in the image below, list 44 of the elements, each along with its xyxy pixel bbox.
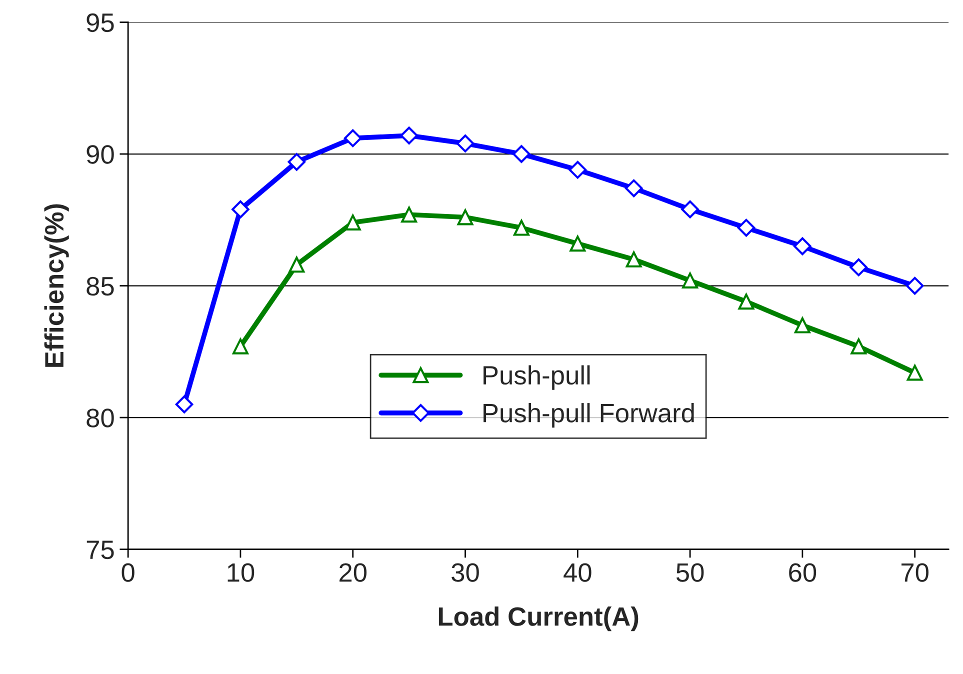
- y-tick-label: 95: [86, 13, 114, 32]
- x-tick-label: 50: [676, 563, 704, 582]
- point: [288, 256, 305, 273]
- legend-label: Push-pull Forward: [484, 403, 694, 428]
- point: [344, 129, 362, 148]
- point: [794, 317, 810, 334]
- point: [512, 145, 530, 163]
- y-tick-label: 90: [86, 145, 114, 164]
- point: [232, 200, 250, 218]
- point: [288, 153, 306, 171]
- point: [401, 206, 418, 223]
- point: [850, 258, 868, 276]
- point: [513, 220, 530, 236]
- x-tick-label: 0: [122, 563, 134, 582]
- y-tick-label: 85: [86, 276, 114, 296]
- point: [626, 251, 642, 268]
- y-tick-label: 75: [86, 540, 114, 560]
- point: [568, 160, 587, 179]
- point: [232, 338, 248, 354]
- x-tick-label: 40: [564, 563, 592, 582]
- point: [570, 236, 586, 252]
- point: [906, 276, 924, 295]
- x-tick-label: 10: [228, 563, 254, 582]
- point: [850, 338, 867, 354]
- point: [175, 395, 194, 414]
- x-tick-label: 70: [902, 563, 928, 582]
- x-tick-label: 30: [452, 563, 479, 582]
- point: [794, 237, 812, 256]
- point: [624, 179, 643, 198]
- point: [737, 218, 756, 237]
- point: [738, 294, 754, 310]
- y-tick-label: 80: [86, 408, 114, 428]
- x-axis-title: Load Current(A): [438, 606, 638, 632]
- legend-label: Push-pull: [484, 365, 590, 390]
- point: [681, 200, 699, 218]
- point: [906, 364, 923, 381]
- x-tick-label: 20: [340, 563, 367, 582]
- point: [456, 134, 474, 152]
- point: [682, 272, 698, 288]
- point: [344, 214, 361, 231]
- point: [457, 209, 474, 226]
- point: [400, 126, 418, 144]
- y-axis-title: Efficiency(%): [44, 204, 69, 367]
- x-tick-label: 60: [789, 563, 816, 582]
